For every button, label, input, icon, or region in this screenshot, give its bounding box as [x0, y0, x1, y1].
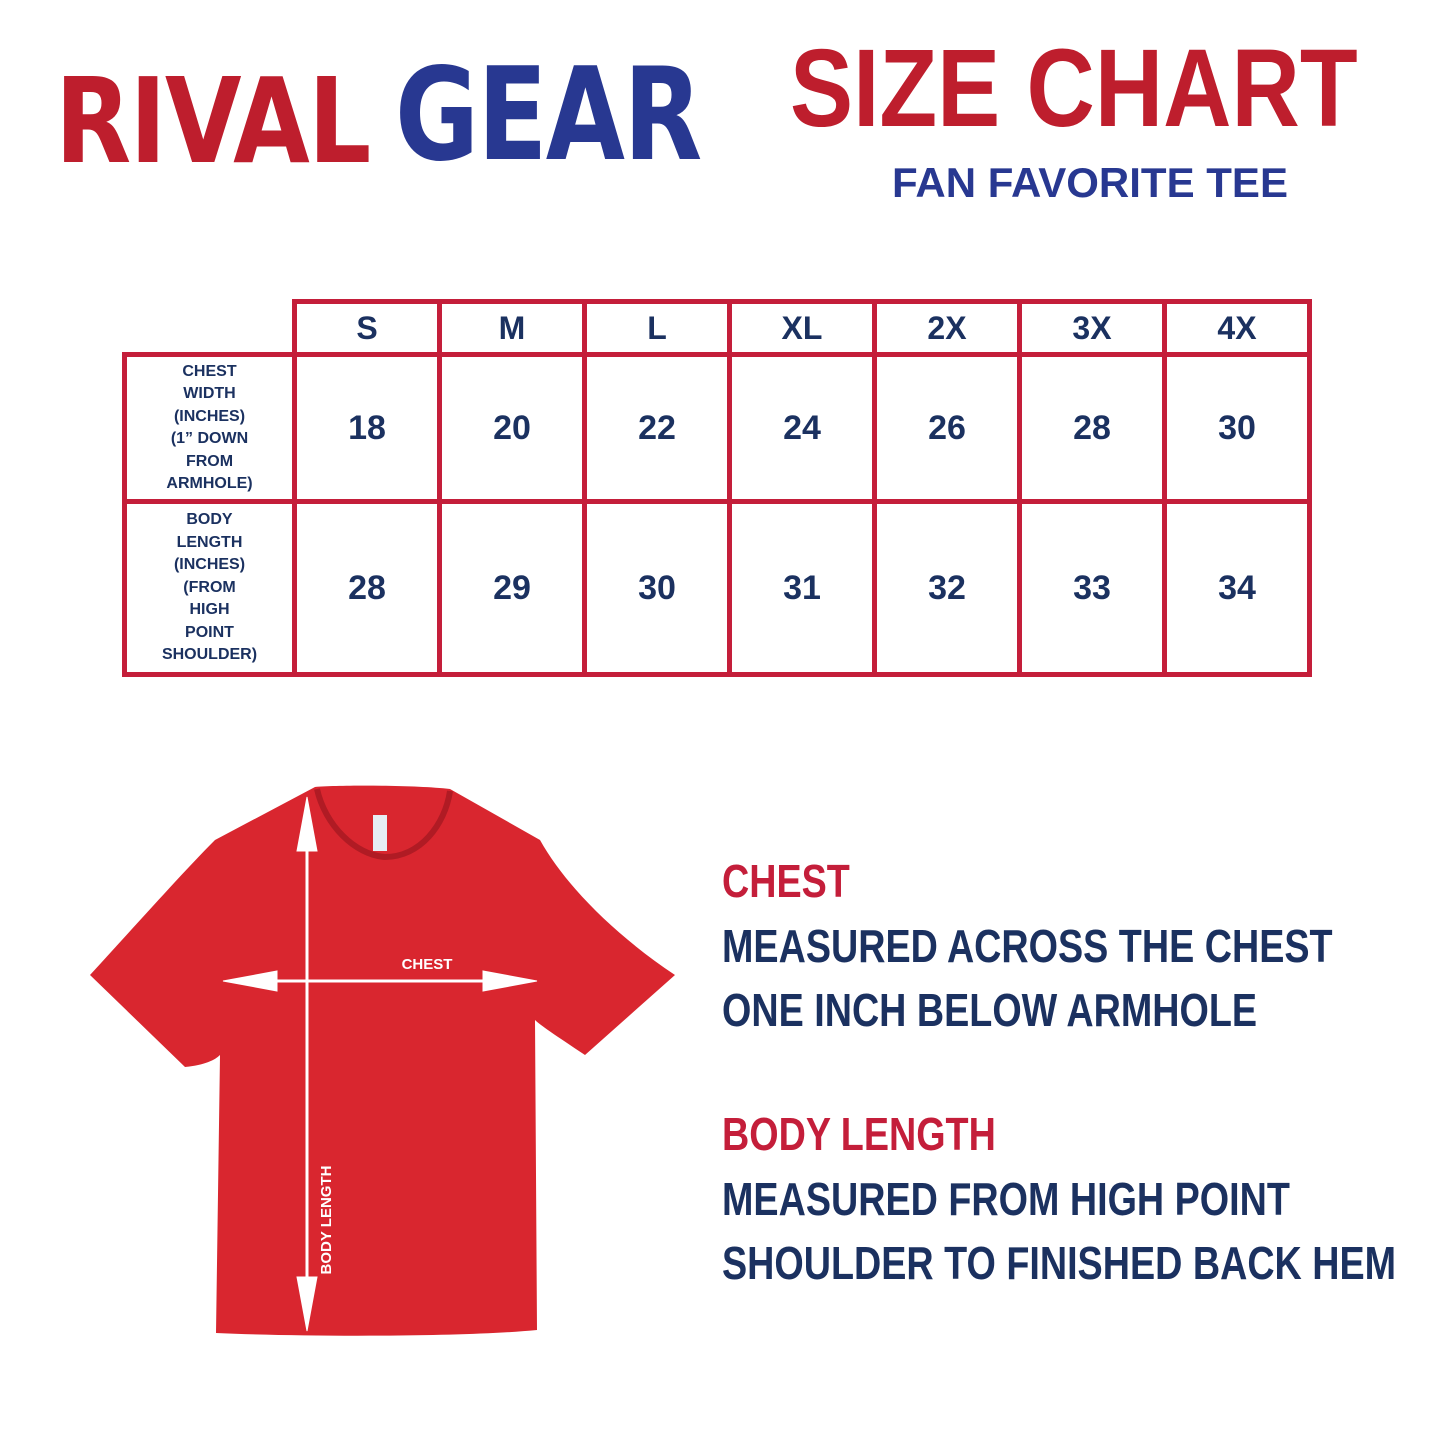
- size-header-row: S M L XL 2X 3X 4X: [124, 299, 1312, 357]
- value-cell: 28: [1017, 352, 1167, 504]
- value-cell: 28: [292, 499, 442, 677]
- label-line: (1” DOWN: [170, 430, 249, 447]
- size-header: L: [582, 299, 732, 357]
- chest-heading: CHEST: [722, 855, 850, 907]
- page-title: SIZE CHART: [790, 27, 1358, 150]
- label-line: WIDTH: [183, 385, 236, 402]
- label-line: BODY: [186, 511, 233, 529]
- size-table: S M L XL 2X 3X 4X CHEST WIDTH (INCHES) (…: [122, 299, 1312, 677]
- label-line: ARMHOLE): [166, 475, 253, 492]
- logo-gear: GEAR: [395, 41, 702, 190]
- value-cell: 29: [437, 499, 587, 677]
- chest-arrow: [222, 970, 538, 992]
- body-length-heading: BODY LENGTH: [722, 1108, 996, 1160]
- value-cell: 24: [727, 352, 877, 504]
- label-line: HIGH: [189, 601, 230, 619]
- value-cell: 30: [1162, 352, 1312, 504]
- value-cell: 31: [727, 499, 877, 677]
- label-line: CHEST: [182, 362, 237, 380]
- value-cell: 30: [582, 499, 732, 677]
- label-line: POINT: [185, 623, 234, 641]
- label-line: (INCHES): [173, 556, 246, 574]
- body-length-label: BODY LENGTH: [318, 1166, 335, 1275]
- label-line: FROM: [185, 452, 234, 470]
- value-cell: 32: [872, 499, 1022, 677]
- tag: [373, 815, 387, 851]
- chest-desc-line2: ONE INCH BELOW ARMHOLE: [722, 984, 1258, 1036]
- size-header: 4X: [1162, 299, 1312, 357]
- size-header: XL: [727, 299, 877, 357]
- logo-rival: RIVAL: [55, 52, 371, 190]
- label-line: SHOULDER): [161, 646, 258, 664]
- chest-desc-line1: MEASURED ACROSS THE CHEST: [722, 920, 1333, 972]
- size-header: 3X: [1017, 299, 1167, 357]
- value-cell: 26: [872, 352, 1022, 504]
- chest-row: CHEST WIDTH (INCHES) (1” DOWN FROM ARMHO…: [122, 352, 1312, 504]
- size-header: 2X: [872, 299, 1022, 357]
- tshirt-diagram: CHEST BODY LENGTH: [90, 785, 675, 1336]
- corner-cell: [124, 301, 297, 357]
- length-desc-line2: SHOULDER TO FINISHED BACK HEM: [722, 1237, 1397, 1289]
- row-label-chest: CHEST WIDTH (INCHES) (1” DOWN FROM ARMHO…: [122, 352, 297, 504]
- size-header: S: [292, 299, 442, 357]
- value-cell: 18: [292, 352, 442, 504]
- row-label-body-length: BODY LENGTH (INCHES) (FROM HIGH POINT SH…: [122, 499, 297, 677]
- label-line: (INCHES): [173, 407, 246, 425]
- value-cell: 22: [582, 352, 732, 504]
- size-header: M: [437, 299, 587, 357]
- tshirt-shape: [90, 785, 675, 1336]
- collar: [314, 788, 453, 861]
- value-cell: 34: [1162, 499, 1312, 677]
- value-cell: 20: [437, 352, 587, 504]
- label-line: (FROM: [183, 578, 236, 596]
- chest-label: CHEST: [402, 956, 453, 973]
- body-length-row: BODY LENGTH (INCHES) (FROM HIGH POINT SH…: [122, 499, 1312, 677]
- page-subtitle: FAN FAVORITE TEE: [892, 159, 1288, 206]
- label-line: LENGTH: [176, 533, 243, 551]
- length-desc-line1: MEASURED FROM HIGH POINT: [722, 1173, 1290, 1225]
- value-cell: 33: [1017, 499, 1167, 677]
- body-length-arrow: [296, 796, 318, 1332]
